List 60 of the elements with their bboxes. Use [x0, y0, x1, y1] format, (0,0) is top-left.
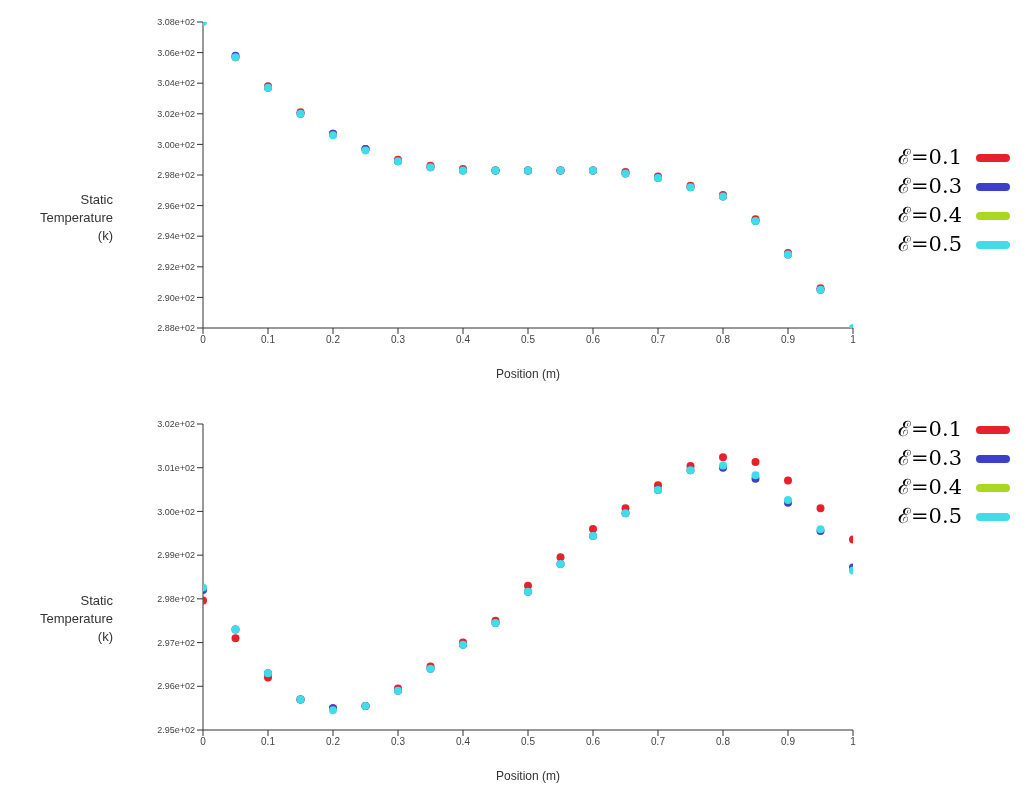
x-tick-label: 0 — [200, 334, 207, 346]
point — [751, 458, 760, 467]
x-tick-label: 0.1 — [261, 736, 276, 748]
x-tick-label: 0.2 — [326, 736, 341, 748]
legend-label: ℰ=0.5 — [898, 503, 962, 530]
point — [231, 634, 240, 643]
x-tick-label: 0.4 — [456, 736, 471, 748]
x-tick-label: 0.8 — [716, 334, 731, 346]
y-tick-label: 3.00e+02 — [157, 139, 195, 150]
point — [556, 553, 565, 562]
x-tick-label: 0.5 — [521, 736, 536, 748]
x-tick-label: 0.4 — [456, 334, 471, 346]
x-tick-label: 0.2 — [326, 334, 341, 346]
x-tick-label: 0.3 — [391, 334, 406, 346]
x-tick-label: 0.6 — [586, 736, 601, 748]
y-tick-label: 3.00e+02 — [157, 506, 195, 517]
legend-label: ℰ=0.3 — [898, 173, 962, 200]
legend-label: ℰ=0.3 — [898, 445, 962, 472]
point — [589, 524, 597, 533]
x-tick-label: 0.8 — [716, 736, 731, 748]
x-axis-title: Position (m) — [495, 769, 561, 783]
legend-label: ℰ=0.4 — [898, 474, 962, 501]
x-tick-label: 0 — [200, 736, 207, 748]
x-tick-label: 0.1 — [261, 334, 276, 346]
y-tick-label: 3.08e+02 — [157, 17, 195, 28]
y-tick-label: 3.02e+02 — [157, 419, 195, 430]
legend-label: ℰ=0.1 — [898, 144, 962, 171]
y-tick-label: 2.90e+02 — [157, 292, 195, 303]
y-axis-title: Static Temperature (k) — [39, 191, 113, 245]
x-tick-label: 0.5 — [521, 334, 536, 346]
point — [816, 504, 825, 513]
y-tick-label: 2.96e+02 — [157, 681, 195, 692]
y-tick-label: 2.88e+02 — [157, 323, 195, 334]
y-axis-title: Static Temperature (k) — [39, 592, 113, 646]
y-tick-label: 2.99e+02 — [157, 550, 195, 561]
legend-label: ℰ=0.4 — [898, 202, 962, 229]
y-tick-label: 2.98e+02 — [157, 170, 195, 181]
legend-label: ℰ=0.5 — [898, 231, 962, 258]
y-tick-label: 2.98e+02 — [157, 594, 195, 605]
x-tick-label: 0.9 — [781, 334, 796, 346]
y-tick-label: 2.95e+02 — [157, 725, 195, 736]
y-tick-label: 3.02e+02 — [157, 109, 195, 119]
y-tick-label: 3.01e+02 — [157, 462, 195, 473]
y-tick-label: 3.04e+02 — [157, 78, 195, 89]
x-axis-title: Position (m) — [495, 367, 561, 381]
legend-label: ℰ=0.1 — [898, 416, 962, 443]
x-tick-label: 0.6 — [586, 334, 601, 346]
y-tick-label: 2.96e+02 — [157, 200, 195, 211]
x-tick-label: 0.7 — [651, 334, 666, 346]
y-tick-label: 2.92e+02 — [157, 261, 195, 272]
y-tick-label: 2.97e+02 — [157, 637, 195, 648]
x-tick-label: 0.7 — [651, 736, 666, 748]
x-tick-label: 0.3 — [391, 736, 406, 748]
x-tick-label: 1 — [850, 334, 857, 346]
y-tick-label: 2.94e+02 — [157, 231, 195, 242]
x-tick-label: 1 — [850, 736, 857, 748]
y-tick-label: 3.06e+02 — [157, 47, 195, 58]
point — [719, 453, 727, 462]
x-tick-label: 0.9 — [781, 736, 796, 748]
point — [784, 476, 792, 485]
